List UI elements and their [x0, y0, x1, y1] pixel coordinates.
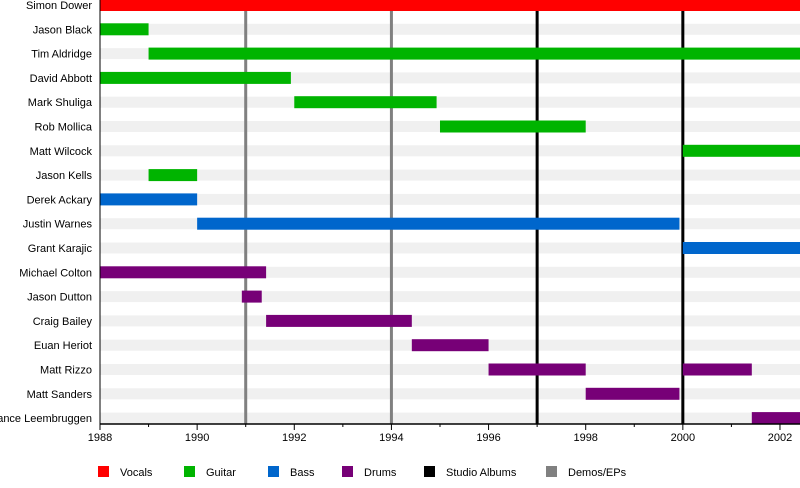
row-stripe	[100, 145, 800, 157]
member-label: Jason Kells	[36, 170, 93, 182]
x-tick-label: 1994	[379, 432, 403, 444]
x-tick-label: 1998	[573, 432, 597, 444]
member-bar	[585, 387, 680, 400]
member-bar	[197, 217, 680, 230]
member-label: Mark Shuliga	[28, 97, 93, 109]
member-label: Jason Dutton	[27, 292, 92, 304]
member-label: Michael Colton	[19, 267, 92, 279]
member-label: Matt Rizzo	[40, 365, 92, 377]
legend-swatch	[184, 466, 195, 477]
row-stripe	[100, 169, 800, 181]
row-stripe	[100, 315, 800, 327]
legend-label: Demos/EPs	[568, 467, 627, 479]
row-stripe	[100, 23, 800, 35]
member-bar	[100, 71, 291, 84]
member-label: David Abbott	[30, 73, 92, 85]
member-bar	[439, 120, 586, 133]
member-bar	[751, 412, 800, 425]
member-bar	[148, 47, 800, 60]
x-tick-label: 1990	[185, 432, 209, 444]
member-label: Matt Wilcock	[30, 146, 93, 158]
legend-swatch	[268, 466, 279, 477]
row-stripe	[100, 412, 800, 424]
member-bar	[682, 144, 800, 157]
row-stripe	[100, 242, 800, 254]
legend-label: Drums	[364, 467, 397, 479]
member-bar	[100, 23, 149, 36]
legend-swatch	[98, 466, 109, 477]
x-tick-label: 2002	[768, 432, 792, 444]
row-stripe	[100, 364, 800, 375]
member-label: Rob Mollica	[35, 122, 93, 134]
legend-label: Bass	[290, 467, 315, 479]
member-label: Lance Leembruggen	[0, 413, 92, 425]
member-label: Simon Dower	[26, 0, 92, 12]
legend-label: Studio Albums	[446, 467, 517, 479]
row-stripe	[100, 193, 800, 205]
member-label: Matt Sanders	[27, 389, 93, 401]
x-tick-label: 1996	[476, 432, 500, 444]
member-bar	[488, 363, 586, 376]
member-label: Derek Ackary	[27, 194, 93, 206]
member-label: Tim Aldridge	[31, 49, 92, 61]
row-stripe	[100, 96, 800, 108]
row-stripe	[100, 388, 800, 400]
member-label: Grant Karajic	[28, 243, 93, 255]
legend-swatch	[546, 466, 557, 477]
member-bar	[294, 96, 437, 109]
member-bar	[100, 193, 198, 206]
member-bar	[148, 169, 198, 182]
legend-label: Guitar	[206, 467, 236, 479]
legend-swatch	[342, 466, 353, 477]
member-bar	[241, 290, 262, 303]
member-bar	[682, 242, 800, 254]
member-label: Jason Black	[33, 24, 93, 36]
legend-label: Vocals	[120, 467, 153, 479]
member-label: Craig Bailey	[33, 316, 93, 328]
row-stripe	[100, 72, 800, 84]
legend-swatch	[424, 466, 435, 477]
row-stripe	[100, 291, 800, 303]
x-tick-label: 1988	[88, 432, 112, 444]
member-bar	[100, 0, 800, 11]
member-bar	[100, 266, 267, 279]
member-label: Euan Heriot	[34, 340, 92, 352]
x-tick-label: 1992	[282, 432, 306, 444]
member-bar	[682, 363, 752, 376]
member-bar	[266, 314, 412, 327]
member-bar	[411, 339, 489, 352]
x-tick-label: 2000	[671, 432, 695, 444]
row-stripe	[100, 266, 800, 278]
member-label: Justin Warnes	[23, 219, 93, 231]
